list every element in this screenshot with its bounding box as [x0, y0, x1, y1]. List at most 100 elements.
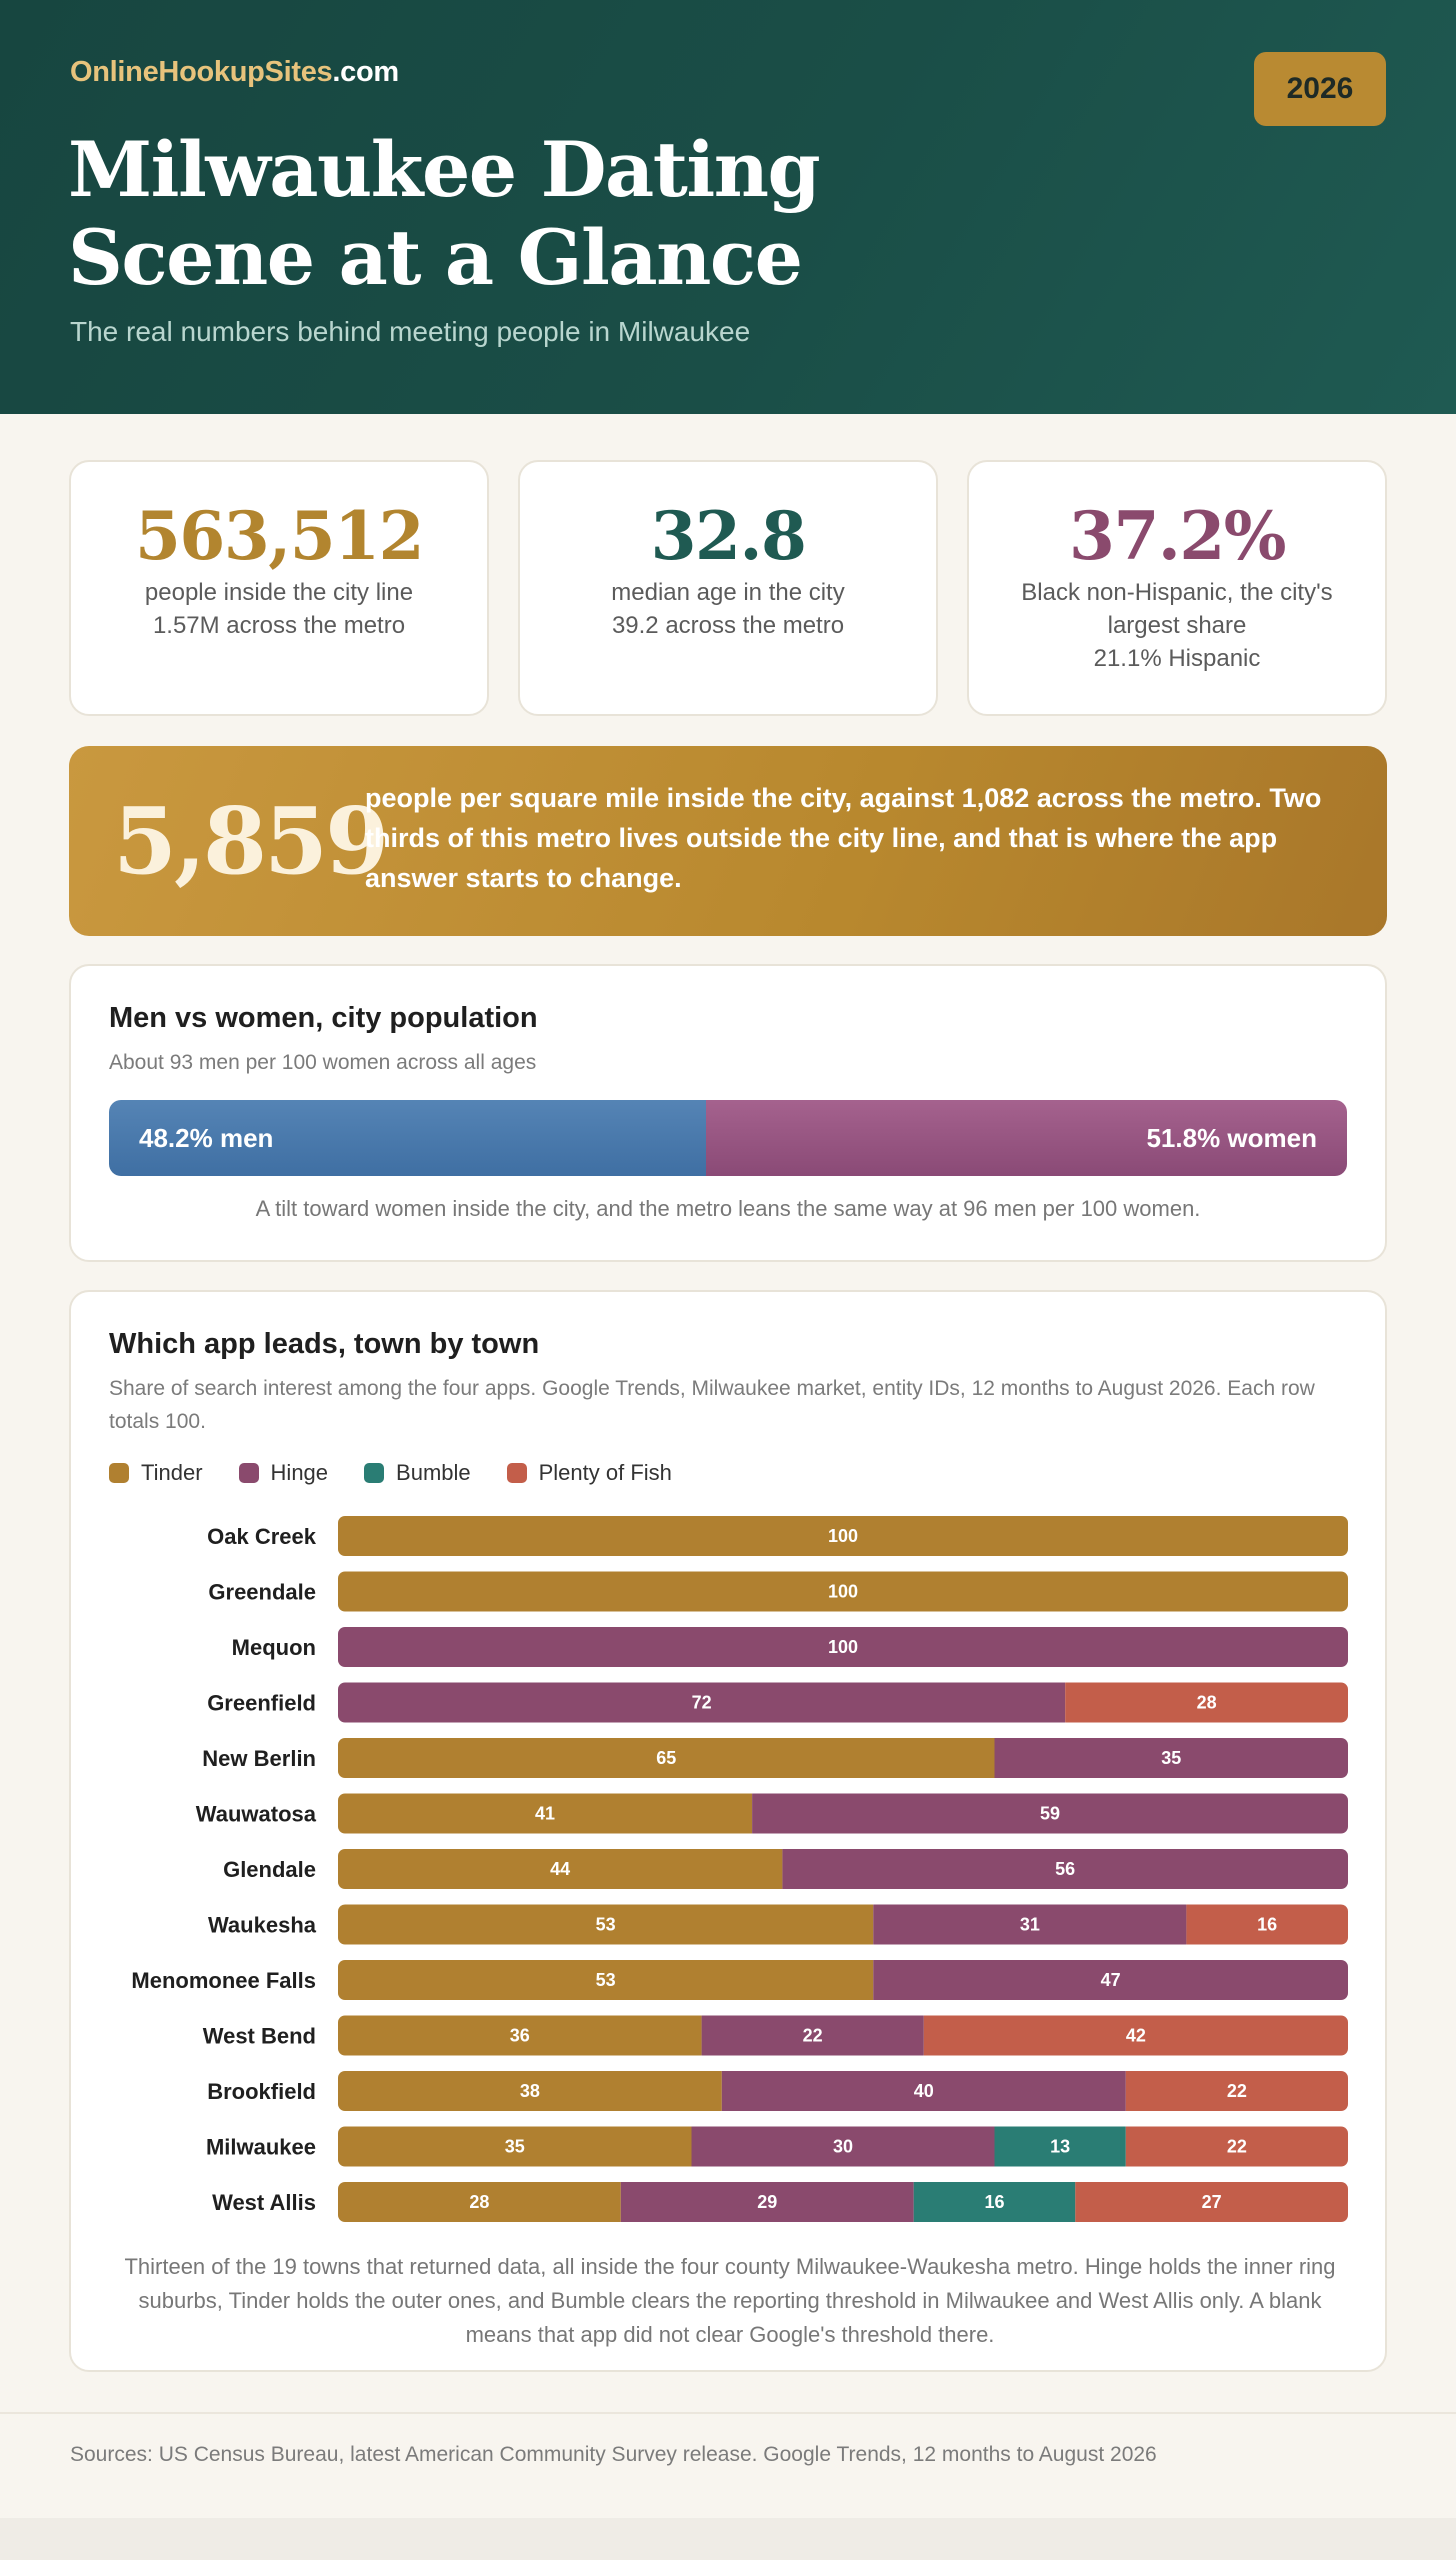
brand-name: OnlineHookupSites — [70, 56, 333, 88]
category-label: Brookfield — [207, 2079, 316, 2104]
bar-segment-plenty-of-fish[interactable] — [1186, 1904, 1348, 1945]
stat-label: largest share — [1107, 612, 1247, 639]
data-label: 47 — [1101, 1970, 1121, 1990]
stat-card-demographics: 37.2% Black non-Hispanic, the city's lar… — [967, 460, 1387, 716]
category-label: Menomonee Falls — [131, 1968, 316, 1993]
bar-segment-hinge[interactable] — [873, 1904, 1187, 1945]
bar-segment-bumble[interactable] — [913, 2182, 1076, 2222]
data-label: 13 — [1050, 2137, 1070, 2157]
data-label: 28 — [469, 2192, 489, 2212]
category-label: Glendale — [223, 1857, 316, 1882]
density-value: 5,859 — [113, 787, 389, 895]
data-label: 30 — [833, 2137, 853, 2157]
legend-swatch — [238, 1463, 259, 1483]
density-banner: 5,859 people per square mile inside the … — [69, 746, 1387, 936]
bar-row — [338, 1571, 1348, 1612]
bar-segment-tinder[interactable] — [338, 2126, 692, 2167]
data-label: 35 — [505, 2137, 525, 2157]
stat-label: 21.1% Hispanic — [1093, 645, 1261, 672]
bar-segment-plenty-of-fish[interactable] — [923, 2015, 1348, 2056]
page-subtitle: The real numbers behind meeting people i… — [70, 316, 751, 347]
data-label: 16 — [1257, 1915, 1277, 1935]
bar-segment-tinder[interactable] — [338, 2015, 702, 2056]
bar-row — [338, 2182, 1348, 2222]
bar-segment-hinge[interactable] — [721, 2071, 1126, 2111]
stat-label: people inside the city line — [144, 579, 414, 606]
bar-segment-tinder[interactable] — [338, 1904, 874, 1945]
data-label: 100 — [828, 1526, 858, 1546]
legend-item-bumble: Bumble — [364, 1460, 471, 1486]
bar-segment-hinge[interactable] — [994, 1738, 1349, 1778]
data-label: 38 — [520, 2081, 540, 2101]
stat-value: 32.8 — [650, 497, 807, 575]
stat-label: 1.57M across the metro — [152, 612, 406, 639]
category-label: New Berlin — [202, 1746, 316, 1771]
stat-label: median age in the city — [611, 579, 845, 606]
bar-segment-tinder[interactable] — [338, 1516, 1348, 1556]
data-label: 22 — [1227, 2081, 1247, 2101]
stat-card-population: 563,512 people inside the city line 1.57… — [69, 460, 489, 716]
data-label: 44 — [550, 1859, 570, 1879]
bar-segment-hinge[interactable] — [782, 1849, 1348, 1889]
bar-row — [338, 1904, 1348, 1945]
bar-row — [338, 2015, 1348, 2056]
category-label: West Bend — [203, 2024, 316, 2049]
bar-segment-hinge[interactable] — [701, 2015, 924, 2056]
data-label: 42 — [1126, 2026, 1146, 2046]
category-label: Milwaukee — [206, 2135, 316, 2160]
bar-row — [338, 1682, 1348, 1723]
men-segment: 48.2% men — [109, 1100, 706, 1176]
bar-segment-plenty-of-fish[interactable] — [1125, 2126, 1348, 2167]
data-label: 40 — [914, 2081, 934, 2101]
legend-swatch — [109, 1463, 129, 1483]
bar-row — [338, 2126, 1348, 2167]
legend-label: Tinder — [141, 1460, 203, 1485]
category-label: West Allis — [212, 2190, 316, 2215]
bar-segment-tinder[interactable] — [338, 2071, 722, 2111]
gender-title: Men vs women, city population — [109, 1002, 538, 1034]
bar-segment-hinge[interactable] — [752, 1793, 1348, 1834]
data-label: 53 — [596, 1915, 616, 1935]
category-label: Mequon — [232, 1635, 316, 1660]
data-label: 72 — [692, 1693, 712, 1713]
women-label: 51.8% women — [1146, 1122, 1317, 1153]
page-title: Milwaukee Dating Scene at a Glance — [68, 125, 821, 302]
bar-segment-tinder[interactable] — [338, 1849, 783, 1889]
bar-segment-tinder[interactable] — [338, 1571, 1348, 1612]
density-text: people per square mile inside the city, … — [365, 783, 1322, 893]
data-label: 100 — [828, 1637, 858, 1657]
bar-segment-tinder[interactable] — [338, 2182, 621, 2222]
bar-segment-hinge[interactable] — [338, 1627, 1348, 1667]
bar-segment-tinder[interactable] — [338, 1793, 753, 1834]
category-label: Wauwatosa — [196, 1802, 317, 1827]
legend-item-plenty-of-fish: Plenty of Fish — [506, 1460, 672, 1486]
bar-segment-plenty-of-fish[interactable] — [1075, 2182, 1348, 2222]
bar-segment-plenty-of-fish[interactable] — [1125, 2071, 1348, 2111]
category-label: Oak Creek — [207, 1524, 317, 1549]
category-label: Greendale — [208, 1580, 316, 1605]
legend-label: Plenty of Fish — [538, 1460, 672, 1485]
footer-divider — [0, 2412, 1456, 2414]
data-label: 16 — [984, 2192, 1004, 2212]
data-label: 28 — [1197, 1693, 1217, 1713]
legend-item-hinge: Hinge — [238, 1460, 329, 1486]
stat-value: 563,512 — [134, 497, 425, 575]
legend-label: Hinge — [270, 1460, 329, 1485]
bar-segment-hinge[interactable] — [338, 1682, 1066, 1723]
bar-row — [338, 1793, 1348, 1834]
bar-segment-hinge[interactable] — [691, 2126, 995, 2167]
data-label: 29 — [757, 2192, 777, 2212]
bar-row — [338, 1516, 1348, 1556]
bar-segment-tinder[interactable] — [338, 1738, 995, 1778]
brand-logo[interactable]: OnlineHookupSites.com — [70, 56, 399, 89]
stat-value: 37.2% — [1069, 497, 1286, 575]
women-segment: 51.8% women — [705, 1100, 1347, 1176]
bar-segment-bumble[interactable] — [994, 2126, 1126, 2167]
bar-segment-hinge[interactable] — [873, 1960, 1348, 2000]
bar-segment-tinder[interactable] — [338, 1960, 874, 2000]
bar-row — [338, 1738, 1348, 1778]
data-label: 53 — [596, 1970, 616, 1990]
bar-segment-plenty-of-fish[interactable] — [1065, 1682, 1348, 1723]
bar-segment-hinge[interactable] — [620, 2182, 914, 2222]
